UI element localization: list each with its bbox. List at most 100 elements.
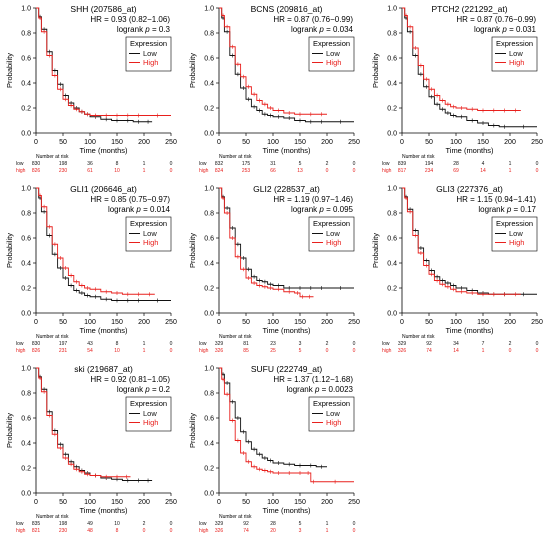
x-tick-label: 50 [59,319,67,326]
x-tick-label: 100 [267,139,279,146]
y-tick-label: 0.8 [204,391,214,398]
x-tick-label: 100 [267,499,279,506]
survival-curve-high [219,187,314,298]
y-axis-label: Probability [371,53,380,88]
x-tick-label: 100 [84,139,96,146]
y-tick-label: 0.8 [204,211,214,218]
legend-title: Expression [130,219,167,228]
y-tick-label: 1.0 [387,186,397,193]
y-tick-label: 0.2 [21,466,31,473]
y-tick-label: 1.0 [204,366,214,373]
y-tick-label: 0.4 [21,81,31,88]
risk-count-low: 0 [536,161,539,167]
risk-count-low: 28 [453,161,459,167]
x-tick-label: 50 [59,499,67,506]
x-tick-label: 50 [59,139,67,146]
x-tick-label: 50 [242,319,250,326]
chart-title: SUFU (222749_at) [251,364,323,374]
x-tick-label: 50 [425,319,433,326]
legend-title: Expression [130,399,167,408]
km-panel: GLI1 (206646_at)0.00.20.40.60.81.00 50 100… [5,184,177,354]
y-tick-label: 0.0 [387,131,397,138]
risk-count-high: 13 [297,168,303,174]
y-axis-label: Probability [5,413,14,448]
risk-count-low: 49 [87,521,93,527]
x-tick-label: 150 [294,499,306,506]
x-tick-label: 250 [348,499,360,506]
x-tick-label: 0 [400,319,404,326]
risk-row-label-high: high [199,528,209,534]
y-tick-label: 0.6 [204,416,214,423]
x-tick-label: 250 [531,319,543,326]
logrank-text: logrank p = 0.17 [478,205,536,214]
x-tick-label: 100 [84,499,96,506]
x-tick-label: 200 [138,499,150,506]
y-tick-label: 1.0 [387,6,397,13]
y-axis-label: Probability [5,53,14,88]
legend-label-high: High [509,238,524,247]
x-tick-label: 100 [84,319,96,326]
risk-row-label-low: low [382,341,390,347]
x-tick-label: 200 [321,139,333,146]
y-tick-label: 0.0 [21,131,31,138]
x-tick-label: 200 [504,139,516,146]
y-axis-label: Probability [371,233,380,268]
risk-count-high: 0 [353,168,356,174]
risk-count-low: 0 [536,341,539,347]
risk-count-low: 1 [326,521,329,527]
legend-title: Expression [130,39,167,48]
risk-count-high: 66 [270,168,276,174]
y-tick-label: 0.6 [387,236,397,243]
x-tick-label: 0 [34,139,38,146]
y-tick-label: 0.6 [21,416,31,423]
x-axis-label: Time (months) [262,146,311,155]
chart-title: GLI3 (227376_at) [436,184,503,194]
risk-row-label-high: high [16,348,26,354]
risk-count-high: 824 [215,168,224,174]
x-axis-label: Time (months) [79,146,128,155]
risk-count-low: 8 [116,161,119,167]
x-tick-label: 50 [425,139,433,146]
risk-count-high: 20 [270,528,276,534]
risk-count-high: 826 [32,168,41,174]
x-tick-label: 250 [348,319,360,326]
risk-row-label-low: low [16,161,24,167]
x-axis-label: Time (months) [445,326,494,335]
x-tick-label: 100 [450,319,462,326]
risk-count-high: 821 [32,528,41,534]
risk-count-high: 54 [87,348,93,354]
y-tick-label: 0.4 [387,81,397,88]
risk-row-label-high: high [16,528,26,534]
risk-count-high: 74 [426,348,432,354]
x-tick-label: 200 [321,499,333,506]
risk-count-low: 175 [242,161,251,167]
x-tick-label: 100 [450,139,462,146]
risk-count-low: 830 [32,341,41,347]
x-axis-label: Time (months) [262,506,311,515]
risk-count-high: 0 [170,168,173,174]
risk-table-heading: Number at risk [36,154,69,160]
risk-count-low: 2 [326,341,329,347]
chart-title: ski (219687_at) [74,364,133,374]
y-tick-label: 0.8 [21,31,31,38]
legend-label-high: High [326,418,341,427]
x-tick-label: 150 [111,319,123,326]
x-tick-label: 250 [165,499,177,506]
risk-count-low: 34 [453,341,459,347]
survival-curve-low [219,367,327,468]
risk-count-low: 8 [116,341,119,347]
risk-count-low: 0 [170,341,173,347]
logrank-text: logrank p = 0.095 [291,205,354,214]
risk-count-low: 23 [270,341,276,347]
x-tick-label: 150 [294,319,306,326]
risk-count-low: 329 [215,521,224,527]
risk-count-low: 10 [114,521,120,527]
x-tick-label: 0 [217,499,221,506]
risk-table-heading: Number at risk [219,334,252,340]
chart-title: SHH (207586_at) [70,4,136,14]
y-axis-label: Probability [188,413,197,448]
risk-count-low: 5 [299,161,302,167]
hazard-ratio-text: HR = 0.93 (0.82−1.06) [90,15,170,24]
km-panel: PTCH2 (221292_at)0.00.20.40.60.81.00 50 10… [371,4,543,174]
